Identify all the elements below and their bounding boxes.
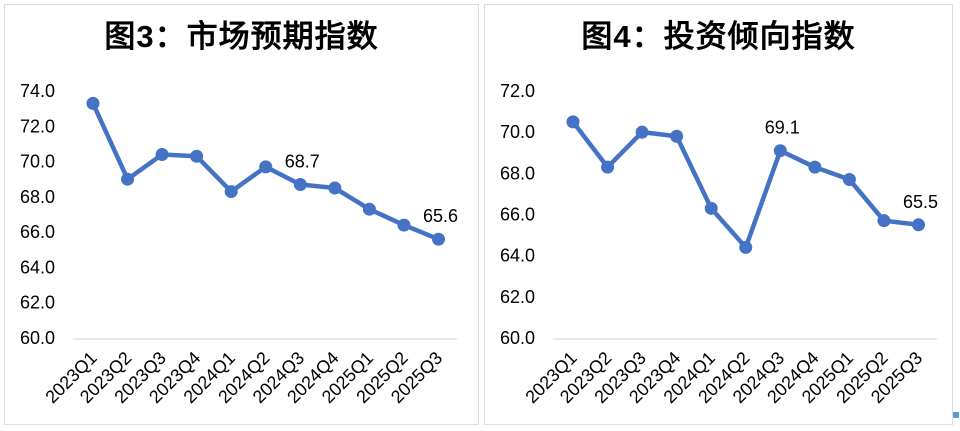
y-tick-label: 72.0 (20, 116, 55, 136)
data-point-marker (121, 172, 135, 186)
chart-title-market-expectation: 图3：市场预期指数 (104, 19, 379, 54)
y-tick-label: 68.0 (500, 163, 535, 183)
stray-blue-mark (953, 412, 959, 418)
chart-title-investment-tendency: 图4：投资倾向指数 (581, 19, 856, 54)
series-line (570, 119, 921, 250)
data-point-marker (224, 185, 238, 199)
y-tick-label: 60.0 (20, 328, 55, 348)
data-point-marker (328, 181, 342, 195)
y-tick-label: 62.0 (500, 287, 535, 307)
data-point-marker (397, 218, 411, 232)
chart-panel-market-expectation: 图3：市场预期指数 74.0 72.0 70.0 68.0 66.0 64.0 62.0 60… (4, 4, 479, 425)
y-tick-label: 72.0 (500, 81, 535, 101)
line-chart-market-expectation: 74.072.070.068.066.064.062.060.02023Q120… (20, 81, 458, 407)
y-tick-label: 62.0 (20, 293, 55, 313)
data-point-marker (635, 125, 649, 139)
y-tick-label: 66.0 (500, 205, 535, 225)
data-point-marker (155, 148, 169, 162)
y-tick-label: 70.0 (500, 122, 535, 142)
data-point-marker (842, 173, 856, 187)
data-point-marker (86, 96, 100, 110)
y-tick-label: 64.0 (500, 246, 535, 266)
chart-panel-investment-tendency: 图4：投资倾向指数 72.0 70.0 68.0 66.0 64.0 62.0 60.0 20… (484, 4, 953, 425)
data-point-marker (773, 144, 787, 158)
y-tick-label: 70.0 (20, 152, 55, 172)
data-point-marker (877, 214, 891, 228)
data-point-label: 69.1 (765, 118, 800, 138)
data-point-marker (293, 178, 307, 192)
data-point-label: 65.6 (423, 206, 458, 226)
data-point-marker (601, 160, 615, 174)
data-point-marker (670, 129, 684, 143)
data-point-marker (912, 218, 925, 232)
data-point-marker (259, 160, 273, 174)
data-point-label: 68.7 (285, 152, 320, 172)
line-chart-investment-tendency: 72.070.068.066.064.062.060.02023Q12023Q2… (500, 81, 938, 407)
data-point-marker (704, 201, 718, 215)
data-point-marker (808, 160, 822, 174)
y-tick-label: 66.0 (20, 222, 55, 242)
data-point-marker (190, 149, 204, 163)
data-point-marker (566, 115, 580, 129)
data-point-label: 65.5 (903, 192, 938, 212)
data-point-marker (362, 202, 376, 216)
y-tick-label: 64.0 (20, 257, 55, 277)
y-tick-label: 68.0 (20, 187, 55, 207)
data-point-marker (739, 240, 753, 254)
y-tick-label: 74.0 (20, 81, 55, 101)
y-tick-label: 60.0 (500, 328, 535, 348)
data-point-marker (432, 232, 445, 246)
